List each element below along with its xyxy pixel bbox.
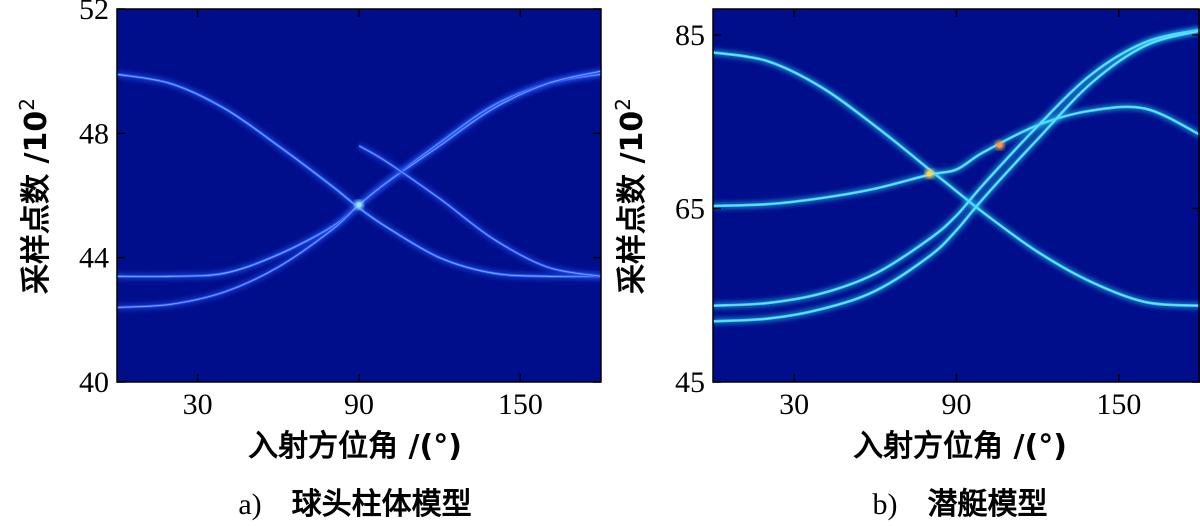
hotspot-core-b-2 (997, 142, 1003, 148)
svg-text:采样点数 /102: 采样点数 /102 (611, 98, 650, 294)
y-tick-label-a-40: 40 (79, 366, 109, 399)
series-core-a-4 (358, 145, 601, 277)
series-core-b-3 (713, 29, 1200, 307)
caption-text-a: 球头柱体模型 (292, 487, 472, 522)
y-tick-label-a-48: 48 (79, 117, 109, 150)
caption-a: a) 球头柱体模型 (238, 487, 471, 522)
y-label-text-a: 采样点数 /10 (19, 111, 54, 294)
caption-id-a: a) (238, 488, 261, 521)
hotspot-core-b-1 (926, 171, 932, 177)
hotspot-core-a-1 (356, 202, 362, 208)
y-label-text-b: 采样点数 /10 (615, 111, 650, 294)
series-group-b (713, 26, 1200, 325)
plot-area-a (117, 9, 601, 382)
panel-b: 30 90 150 45 65 85 采样点数 /102 入射方位角 /(°) b) 潜艇… (611, 8, 1200, 522)
x-tick-label-b-90: 90 (942, 388, 972, 421)
x-ticks-b: 30 90 150 (779, 9, 1141, 421)
y-axis-label-a: 采样点数 /102 (15, 98, 54, 294)
x-tick-label-a-150: 150 (498, 388, 543, 421)
series-core-b-2 (713, 106, 1200, 207)
x-tick-label-a-30: 30 (183, 388, 213, 421)
y-label-exp-a: 2 (15, 98, 39, 111)
y-tick-label-a-52: 52 (79, 0, 109, 26)
panel-a: 30 90 150 40 44 48 52 采样点数 /102 入射方位角 /(°) a)… (15, 0, 602, 522)
y-tick-label-b-45: 45 (675, 366, 705, 399)
y-axis-label-b: 采样点数 /102 (611, 98, 650, 294)
series-group-a (117, 67, 601, 311)
x-tick-label-b-150: 150 (1096, 388, 1141, 421)
x-axis-label-a: 入射方位角 /(°) (248, 429, 462, 464)
caption-b: b) 潜艇模型 (873, 487, 1048, 522)
y-tick-label-b-85: 85 (675, 19, 705, 52)
caption-id-b: b) (873, 488, 898, 521)
y-ticks-b: 45 65 85 (675, 19, 1200, 399)
x-ticks-a: 30 90 150 (183, 9, 543, 421)
x-tick-label-a-90: 90 (344, 388, 374, 421)
svg-text:采样点数 /102: 采样点数 /102 (15, 98, 54, 294)
y-tick-label-a-44: 44 (79, 242, 109, 275)
y-tick-label-b-65: 65 (675, 193, 705, 226)
caption-text-b: 潜艇模型 (928, 487, 1048, 522)
x-tick-label-b-30: 30 (779, 388, 809, 421)
series-core-b-1 (713, 52, 1200, 307)
x-axis-label-b: 入射方位角 /(°) (853, 429, 1067, 464)
y-label-exp-b: 2 (611, 98, 635, 111)
y-ticks-a: 40 44 48 52 (79, 0, 601, 399)
series-core-b-4 (713, 30, 1200, 322)
